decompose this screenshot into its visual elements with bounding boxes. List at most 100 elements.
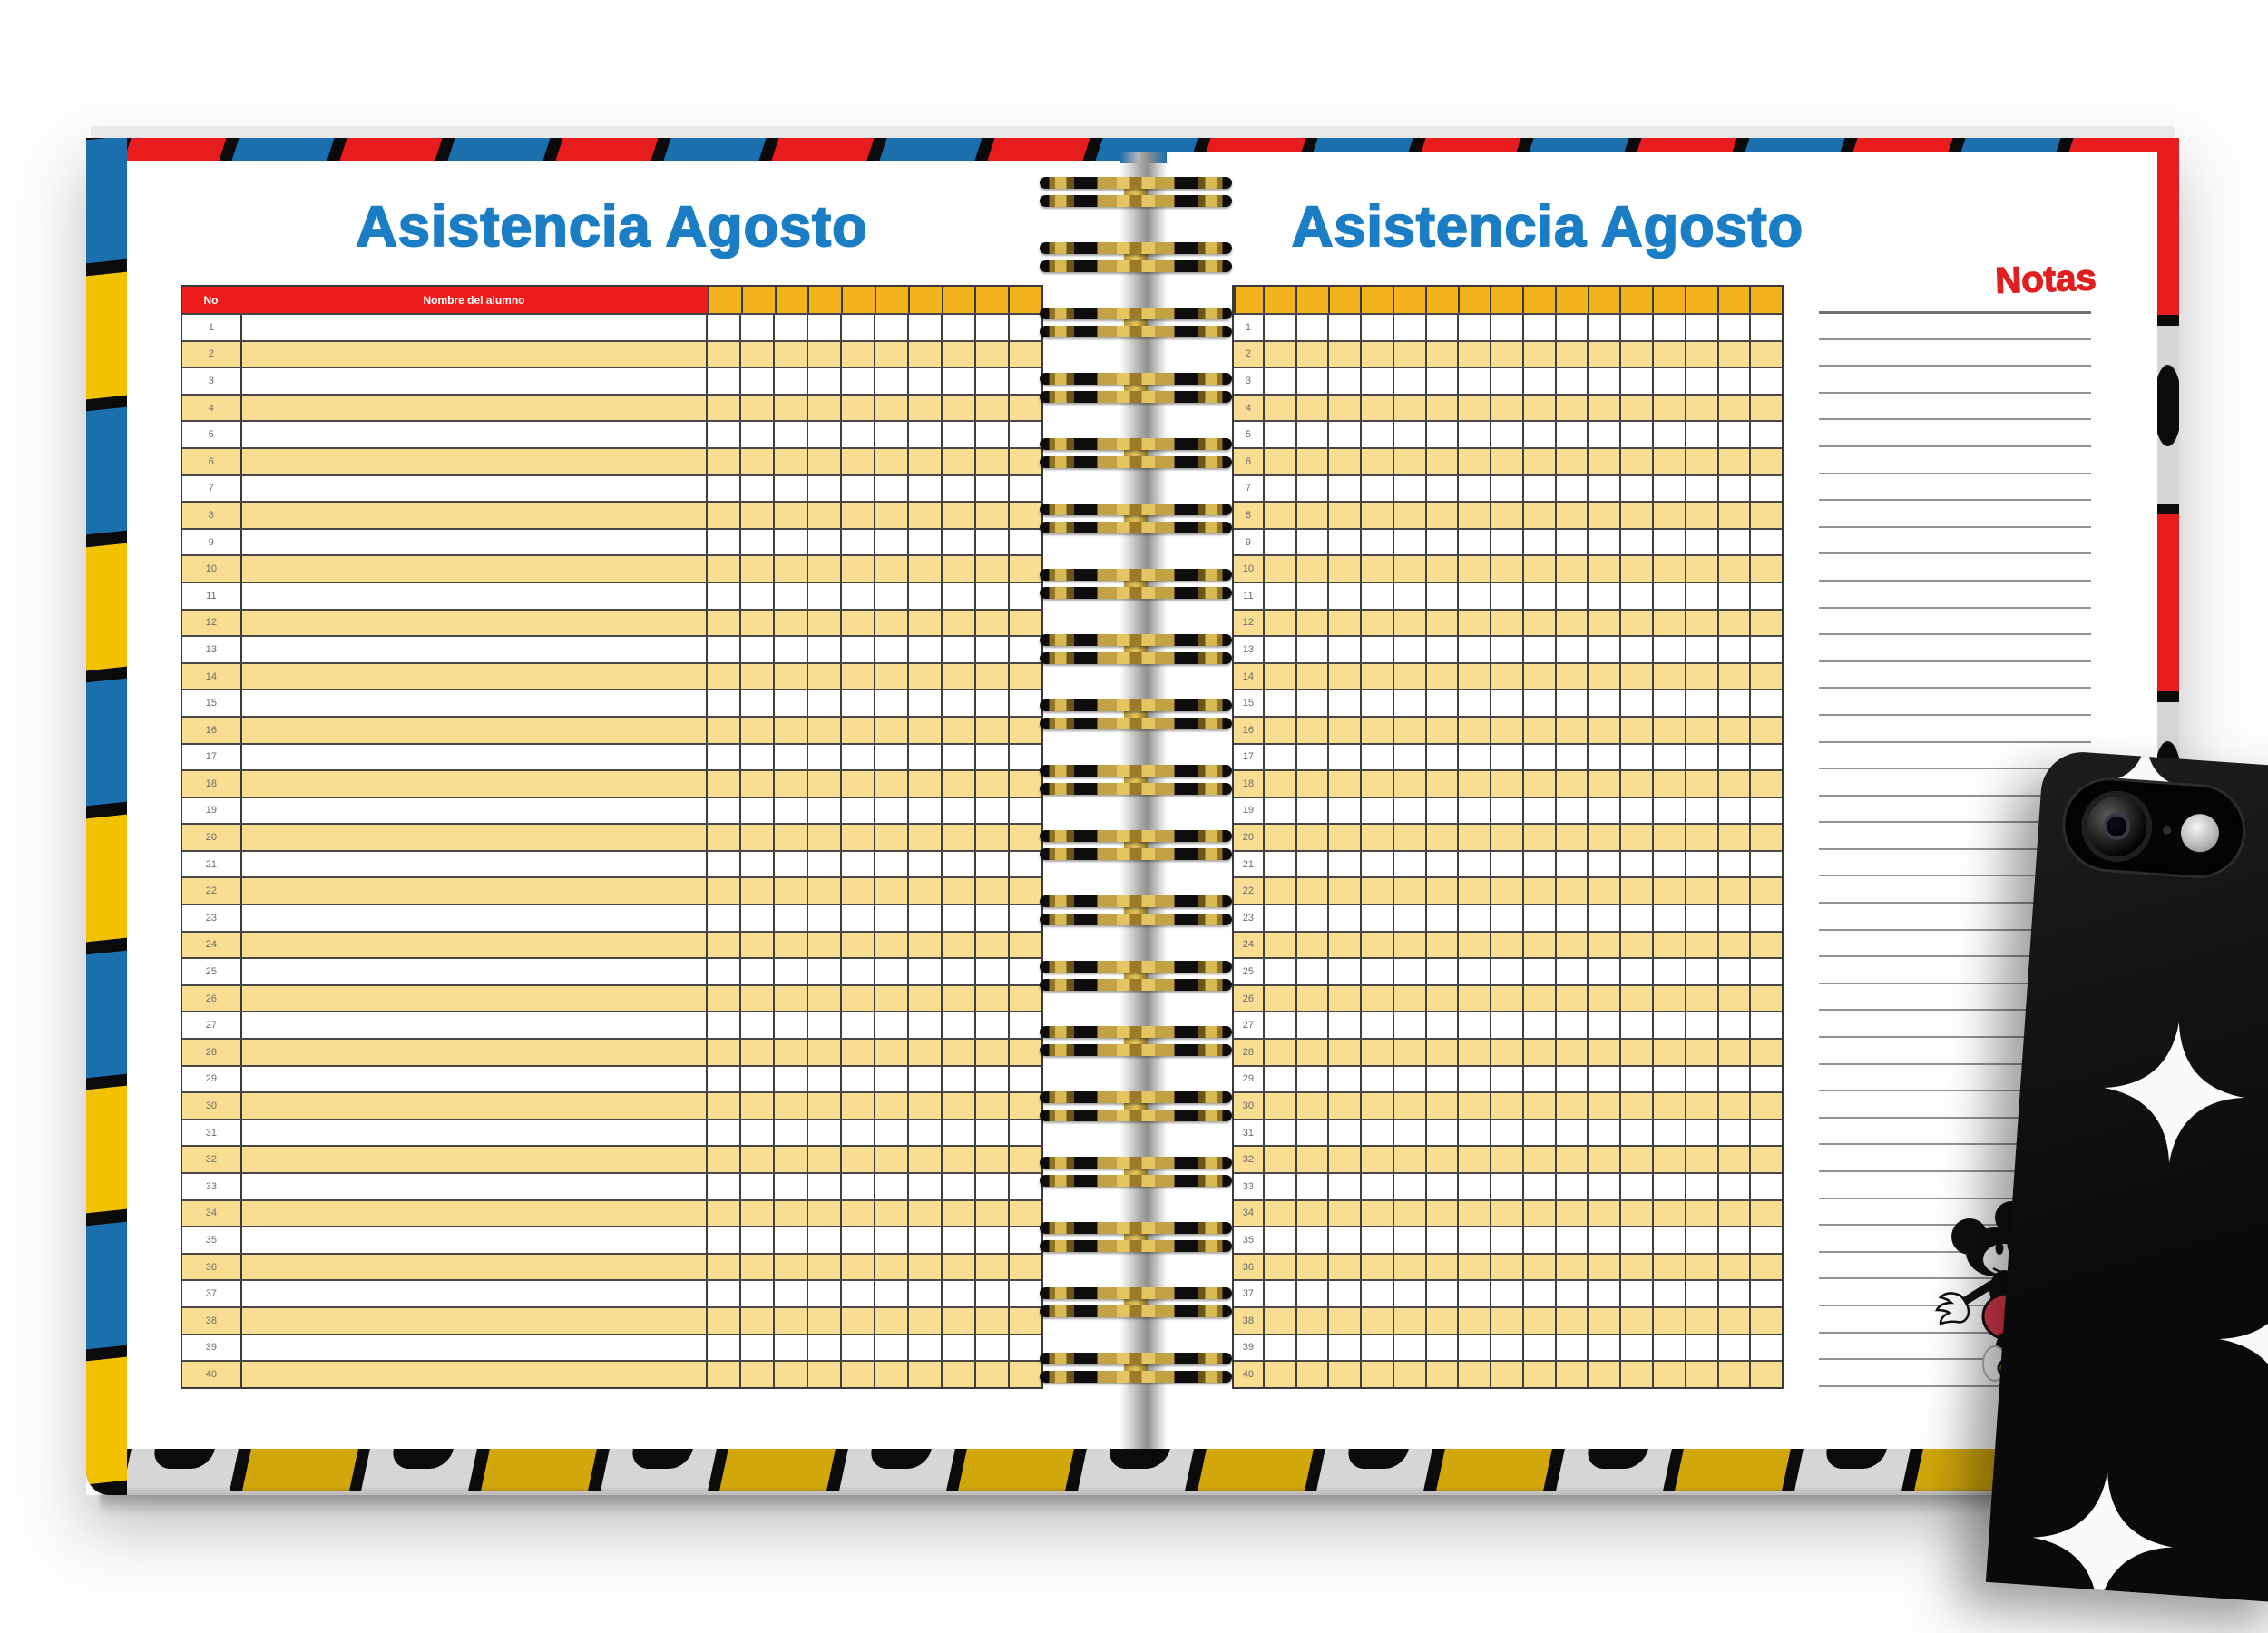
notas-line (1819, 311, 2091, 338)
attendance-cell (738, 1066, 773, 1092)
attendance-cell (1327, 690, 1360, 716)
attendance-cell (1521, 1012, 1555, 1039)
attendance-cell (705, 1066, 739, 1092)
attendance-cell (1490, 582, 1522, 609)
attendance-cell (1424, 1362, 1458, 1387)
attendance-cell (1684, 315, 1717, 340)
attendance-cell (1457, 1066, 1490, 1092)
attendance-cell (1424, 448, 1458, 474)
diamond-star-shape (2104, 1022, 2244, 1163)
attendance-cell (1262, 1281, 1295, 1306)
row-number-cell: 40 (1242, 1368, 1255, 1380)
attendance-cell (705, 1335, 739, 1361)
attendance-cell (1587, 368, 1619, 394)
attendance-cell (1424, 905, 1458, 931)
cover-block (86, 1356, 127, 1485)
attendance-cell (873, 422, 907, 447)
attendance-cell (806, 1120, 840, 1146)
attendance-cell (1008, 448, 1041, 474)
attendance-cell (1392, 1147, 1425, 1172)
row-number-cell: 31 (205, 1127, 217, 1139)
table-row: 30 (182, 1091, 1041, 1119)
binding-wire-bar (1040, 1157, 1232, 1169)
attendance-cell (1749, 556, 1782, 582)
attendance-cell (1749, 368, 1782, 394)
row-number-cell: 31 (1242, 1127, 1255, 1139)
binding-wire (1124, 1100, 1148, 1112)
attendance-cell (1749, 582, 1782, 609)
attendance-cell (873, 771, 907, 797)
attendance-cell (705, 1281, 739, 1306)
attendance-cell (1262, 556, 1295, 582)
attendance-cell (1619, 1200, 1652, 1227)
attendance-cell (839, 503, 874, 528)
table-row: 14 (1234, 661, 1782, 689)
notas-title: Notas (1994, 257, 2097, 301)
attendance-cell (973, 610, 1008, 636)
row-number-cell: 18 (1242, 777, 1255, 789)
attendance-cell (1716, 959, 1750, 984)
attendance-cell (1587, 315, 1619, 340)
table-row: 12 (1234, 608, 1782, 636)
attendance-cell (705, 1362, 739, 1387)
attendance-cell (1521, 368, 1555, 394)
attendance-cell (1424, 797, 1458, 824)
row-number-cell: 30 (205, 1100, 217, 1112)
attendance-cell (1392, 475, 1425, 502)
attendance-cell (772, 1147, 807, 1172)
attendance-cell (1457, 448, 1490, 474)
attendance-cell (906, 582, 941, 609)
attendance-cell (973, 797, 1008, 824)
attendance-cell (1521, 1281, 1555, 1306)
binding-wire (1124, 578, 1148, 590)
attendance-cell (1457, 717, 1490, 743)
attendance-cell (1716, 1254, 1750, 1280)
attendance-cell (1684, 1227, 1717, 1253)
attendance-cell (1424, 637, 1458, 662)
attendance-cell (1749, 395, 1782, 421)
day-header-cell (841, 287, 875, 313)
attendance-cell (1327, 771, 1360, 797)
row-number-cell: 33 (205, 1180, 217, 1192)
attendance-cell (1521, 825, 1555, 850)
attendance-cell (940, 771, 974, 797)
row-number-cell: 38 (1242, 1315, 1255, 1326)
attendance-cell (738, 932, 773, 958)
attendance-cell (1521, 905, 1555, 931)
attendance-cell (738, 475, 773, 502)
attendance-cell (1521, 932, 1555, 958)
cover-block (662, 138, 767, 163)
attendance-cell (1327, 1147, 1360, 1172)
row-number-cell: 24 (1242, 939, 1255, 951)
attendance-cell (1392, 448, 1425, 474)
attendance-cell (1684, 1147, 1717, 1172)
attendance-cell (1554, 1174, 1588, 1199)
attendance-cell (1008, 1254, 1041, 1280)
attendance-cell (1587, 851, 1619, 877)
attendance-cell (1716, 985, 1750, 1012)
attendance-cell (705, 315, 739, 340)
attendance-cell (1684, 341, 1717, 367)
attendance-cell (1295, 503, 1328, 528)
attendance-cell (1490, 637, 1522, 662)
attendance-cell (873, 744, 907, 770)
attendance-cell (906, 1227, 941, 1253)
attendance-cell (1521, 690, 1555, 716)
attendance-cell (973, 744, 1008, 770)
notas-line (1819, 525, 2091, 553)
attendance-cell (1008, 1066, 1041, 1092)
attendance-cell (1521, 959, 1555, 984)
attendance-cell (772, 825, 807, 850)
attendance-cell (1619, 1093, 1652, 1119)
attendance-cell (973, 556, 1008, 582)
row-number-cell: 10 (1242, 563, 1255, 575)
table-header-days (708, 287, 1041, 313)
table-header-red: No Nombre del alumno (182, 287, 708, 313)
attendance-cell (738, 1254, 773, 1280)
attendance-cell (1295, 932, 1328, 958)
attendance-cell (1619, 985, 1652, 1012)
attendance-cell (738, 1281, 773, 1306)
attendance-cell (873, 368, 907, 394)
attendance-cell (772, 582, 807, 609)
attendance-cell (1392, 395, 1425, 421)
